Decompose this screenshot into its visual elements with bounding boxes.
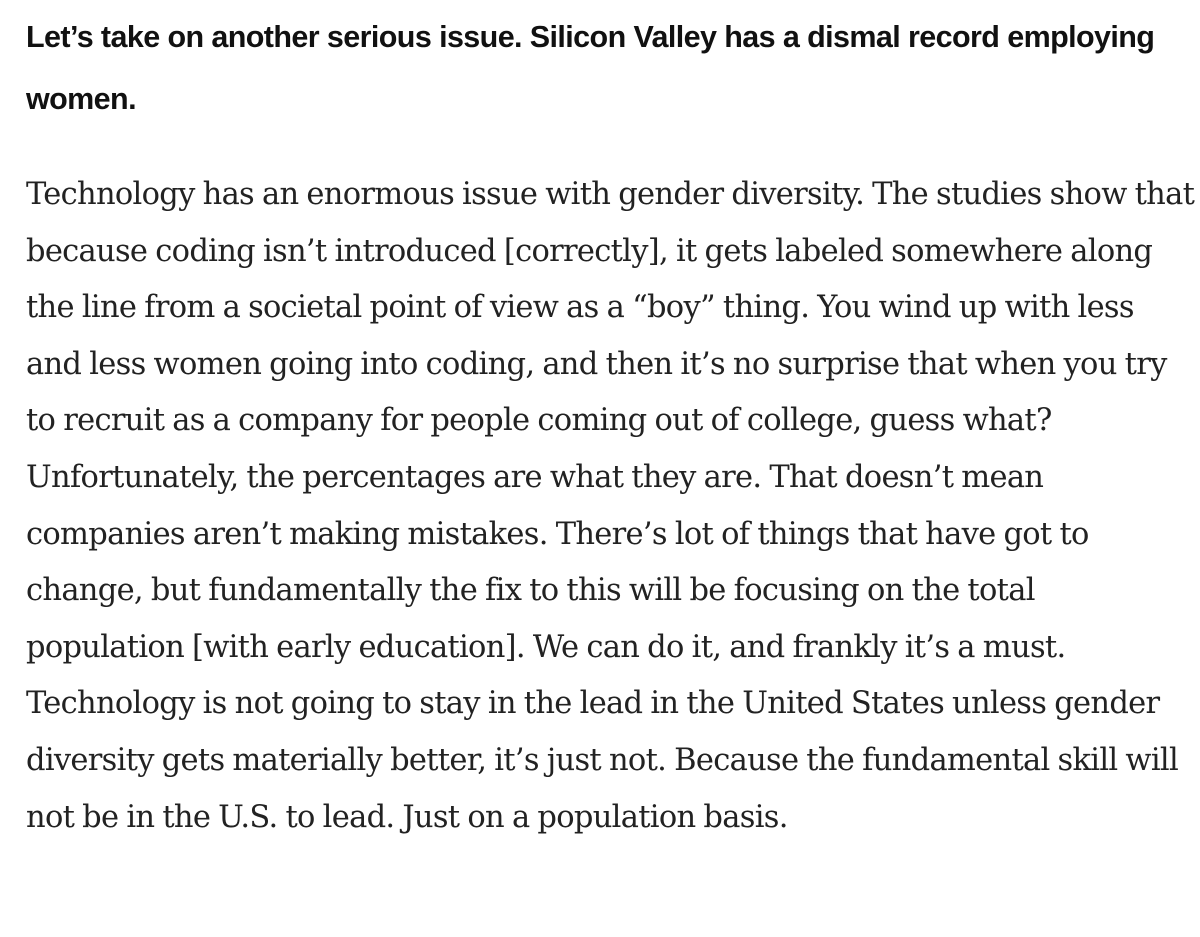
article-body: Let’s take on another serious issue. Sil… <box>26 0 1196 846</box>
interview-answer: Technology has an enormous issue with ge… <box>26 177 1195 835</box>
interview-question: Let’s take on another serious issue. Sil… <box>26 20 1155 116</box>
